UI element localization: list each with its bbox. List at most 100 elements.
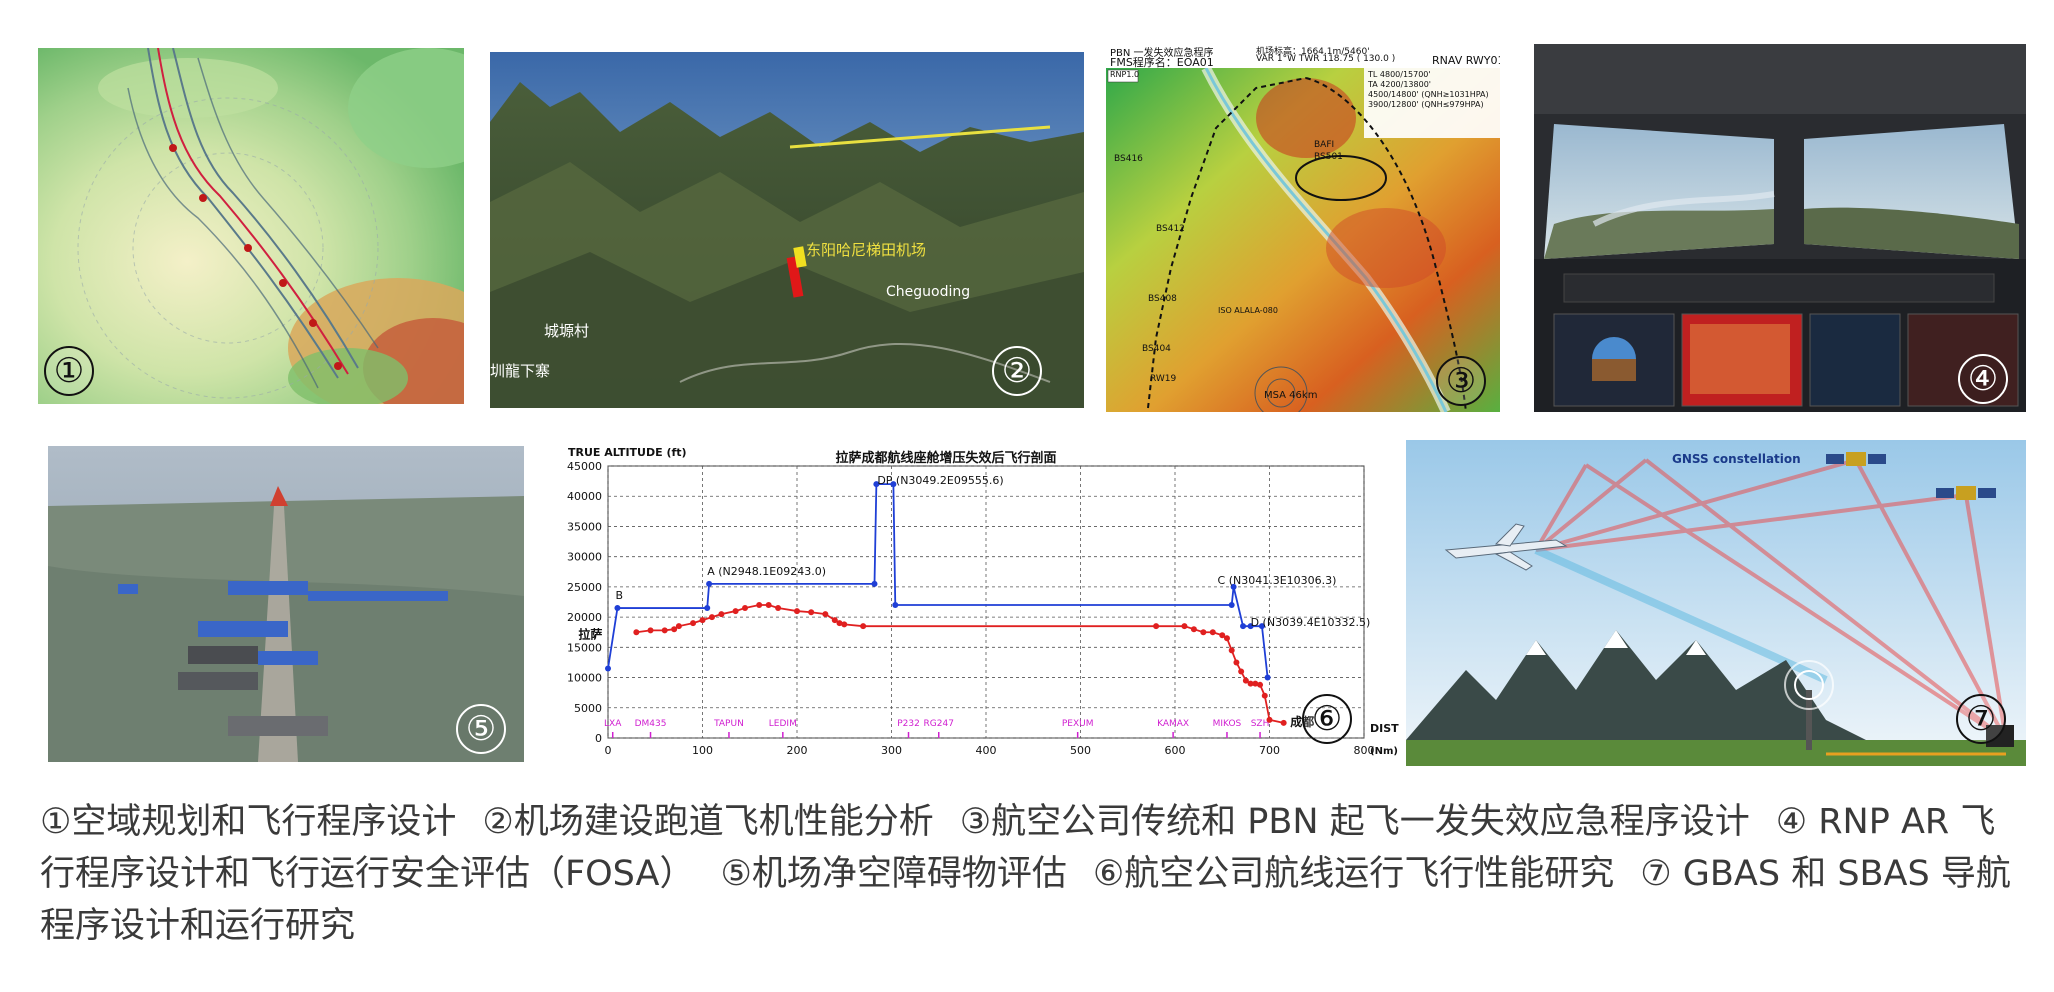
msa-label: MSA 46km: [1264, 390, 1318, 401]
annotation-1: A (N2948.1E09243.0): [707, 565, 826, 578]
caption-item-4: ④ RNP AR 飞行程序设计和飞行运行安全评估（FOSA）: [40, 802, 1996, 894]
waypoint-bs408: BS408: [1148, 294, 1177, 304]
series-1-point-3: [671, 626, 678, 633]
place-label-cheguoding: Cheguoding: [886, 284, 971, 300]
y-tick-label-9: 45000: [567, 460, 602, 473]
series-0-point-5: [873, 481, 880, 488]
series-1-point-31: [1242, 677, 1249, 684]
chart-header-rnav: RNAV RWY01: [1432, 54, 1500, 67]
waypoint-label-7: KAMAX: [1157, 719, 1189, 729]
chart-note-3: 3900/12800' (QNH≤979HPA): [1368, 100, 1484, 109]
series-1-point-35: [1261, 692, 1268, 699]
x-tick-label-8: 800: [1354, 744, 1375, 757]
series-1-point-10: [742, 605, 749, 612]
series-1-point-17: [831, 617, 838, 624]
series-1-point-24: [1200, 629, 1207, 636]
waypoint-label-8: MIKOS: [1213, 719, 1242, 729]
chart-notes: TL 4800/15700' TA 4200/13800' 4500/14800…: [1368, 70, 1489, 110]
waypoint-label-2: TAPUN: [713, 719, 744, 729]
annotation-2: DP (N3049.2E09555.6): [877, 474, 1003, 487]
series-1-point-7: [708, 614, 715, 621]
series-1-point-36: [1266, 716, 1273, 723]
waypoint-bs412: BS412: [1156, 224, 1185, 234]
rnp-tag: RNP1.0: [1110, 70, 1140, 79]
y-tick-label-2: 10000: [567, 672, 602, 685]
panel-airport-terrain: 东阳哈尼梯田机场 Cheguoding 城塬村 圳龍下寨 ②: [490, 52, 1084, 408]
series-1-point-16: [822, 611, 829, 618]
place-label-lower-village: 圳龍下寨: [490, 362, 551, 380]
chart-header-elev: 机场标高：1664.1m/5460': [1256, 47, 1370, 57]
start-city-label: 拉萨: [578, 626, 602, 641]
caption-item-6: ⑥航空公司航线运行飞行性能研究: [1092, 854, 1615, 894]
series-1-point-9: [732, 608, 739, 615]
x-axis-label-unit: (Nm): [1370, 746, 1398, 757]
panel-number-3: ③: [1436, 356, 1486, 406]
flight-profile-svg: 0500010000150002000025000300003500040000…: [567, 446, 1399, 757]
y-tick-label-7: 35000: [567, 520, 602, 533]
series-1-point-30: [1238, 668, 1245, 675]
y-tick-label-8: 40000: [567, 490, 602, 503]
series-1-point-12: [765, 602, 772, 609]
series-0-point-6: [890, 481, 897, 488]
series-0-point-8: [1228, 602, 1235, 609]
panel-number-7: ⑦: [1956, 694, 2006, 744]
series-0-point-3: [706, 580, 713, 587]
series-1-point-28: [1228, 647, 1235, 654]
series-1-point-22: [1181, 623, 1188, 630]
series-1-point-2: [661, 627, 668, 634]
annotation-4: D (N3039.4E10332.5): [1251, 616, 1371, 629]
series-1-point-19: [841, 621, 848, 628]
series-0-point-7: [892, 602, 899, 609]
caption-item-3: ③航空公司传统和 PBN 起飞一发失效应急程序设计: [959, 802, 1750, 842]
gnss-illustration-image: [1406, 440, 2026, 766]
series-0-point-12: [1258, 623, 1265, 630]
series-1-point-37: [1280, 719, 1287, 726]
series-1-point-6: [699, 617, 706, 624]
y-tick-label-0: 0: [595, 732, 602, 745]
series-1-point-11: [756, 602, 763, 609]
chart-note-1: TA 4200/13800': [1368, 80, 1431, 89]
waypoint-label-9: SZH: [1251, 719, 1270, 729]
panel-gnss-illustration: GNSS constellation ⑦: [1406, 440, 2026, 766]
y-tick-label-3: 15000: [567, 641, 602, 654]
series-1-point-25: [1209, 629, 1216, 636]
y-tick-label-5: 25000: [567, 581, 602, 594]
annotation-3: C (N3041.3E10306.3): [1218, 574, 1337, 587]
series-0-point-13: [1264, 674, 1271, 681]
waypoint-bs501: BS501: [1314, 152, 1343, 162]
runway-label: RW19: [1150, 374, 1177, 384]
series-1-point-33: [1252, 680, 1259, 687]
waypoint-bafi: BAFI: [1314, 140, 1335, 150]
x-tick-label-7: 700: [1259, 744, 1280, 757]
caption-item-7: ⑦ GBAS 和 SBAS 导航程序设计和运行研究: [40, 854, 2011, 946]
waypoint-label-3: LEDIM: [769, 719, 797, 729]
x-tick-label-6: 600: [1165, 744, 1186, 757]
x-tick-label-3: 300: [881, 744, 902, 757]
series-1-point-0: [633, 629, 640, 636]
series-0-point-4: [871, 580, 878, 587]
panel-number-4: ④: [1958, 354, 2008, 404]
panel-airspace-map: ①: [38, 48, 464, 404]
series-1-point-18: [836, 620, 843, 627]
waypoint-label-4: P232: [897, 719, 920, 729]
satellite-terrain-image: [490, 52, 1084, 408]
series-1-point-1: [647, 627, 654, 634]
plot-frame: [607, 465, 1365, 739]
series-0-point-0: [605, 665, 611, 672]
panel-number-2: ②: [992, 346, 1042, 396]
y-tick-label-1: 5000: [574, 702, 602, 715]
series-1-point-13: [775, 605, 782, 612]
panel-flight-profile-chart: 0 5000 10000 15000 20000 25000 30000 35000 40000…: [556, 440, 1406, 770]
waypoint-label-0: LXA: [604, 719, 622, 729]
y-tick-label-4: 20000: [567, 611, 602, 624]
series-1-point-4: [675, 623, 682, 630]
chart-header-fms: FMS程序名：EOA01: [1110, 56, 1214, 69]
series-0-point-11: [1247, 623, 1254, 630]
caption-item-2: ②机场建设跑道飞机性能分析: [482, 802, 934, 842]
place-label-village: 城塬村: [544, 322, 590, 340]
waypoint-label-1: DM435: [635, 719, 667, 729]
series-1-point-34: [1257, 681, 1264, 688]
annotation-0: B: [616, 589, 624, 602]
series-1-point-15: [808, 609, 815, 616]
series-0-point-10: [1240, 623, 1247, 630]
